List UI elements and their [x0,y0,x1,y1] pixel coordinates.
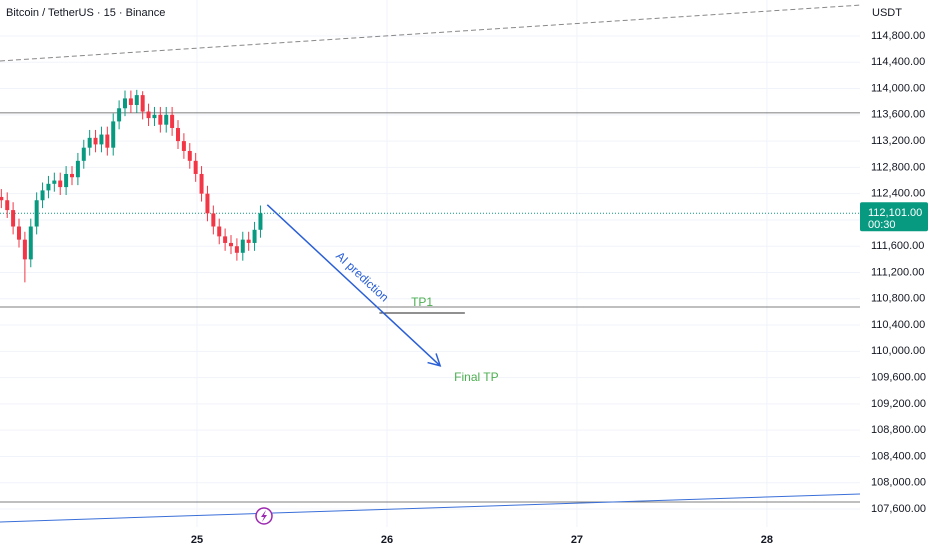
candle-body [193,160,198,174]
candle-body [40,190,45,201]
arrow-head [427,353,442,367]
candle-body [128,98,133,105]
candle-body [22,239,27,260]
candle-body [140,95,145,112]
candle-body [170,114,175,128]
candle-body [123,98,128,109]
y-tick-label: 113,200.00 [871,135,925,147]
chart-title: Bitcoin / TetherUS · 15 · Binance [6,7,165,19]
target-label: TP1 [411,295,433,309]
candle-body [16,226,21,240]
y-tick-label: 111,600.00 [871,240,924,252]
candle-body [211,213,216,227]
candle-body [99,134,104,145]
prediction-arrow [266,204,441,367]
candle-body [75,160,80,178]
current-price-label: 112,101.00 [868,207,922,219]
candle-body [81,147,86,161]
y-tick-label: 110,400.00 [871,319,925,331]
x-tick-label: 27 [571,534,583,546]
candle-body [152,114,157,119]
y-tick-label: 114,800.00 [871,30,925,42]
candle-body [105,134,110,148]
candle-body [87,137,92,148]
x-tick-label: 28 [761,534,773,546]
candle-body [0,196,4,201]
prediction-label: AI prediction [333,249,391,305]
candle-body [111,121,116,148]
candle-body [187,150,192,161]
y-tick-label: 113,600.00 [871,109,925,121]
y-axis-label: USDT [872,7,902,19]
candle-body [5,200,10,211]
candle-body [64,173,69,188]
candle-body [34,200,39,227]
y-tick-label: 108,800.00 [871,424,926,436]
current-price-box [860,202,928,232]
candle-body [199,173,204,194]
y-tick-label: 108,400.00 [871,450,926,462]
candle-body [205,193,210,214]
candle-body [46,183,51,191]
candle-body [93,137,98,145]
candle-body [134,95,139,105]
candle-body [28,226,33,260]
y-tick-label: 111,200.00 [871,266,924,278]
y-tick-label: 109,600.00 [871,372,926,384]
candle-body [240,239,245,253]
y-tick-label: 108,000.00 [871,477,926,489]
candle-body [176,127,181,142]
candle-body [258,213,263,230]
y-tick-label: 110,800.00 [871,293,925,305]
y-tick-label: 109,200.00 [871,398,926,410]
alert-icon [255,507,273,525]
candle-body [234,246,239,253]
candle-body [181,141,186,151]
candle-body [252,229,257,243]
y-tick-label: 107,600.00 [871,503,926,515]
candle-body [146,111,151,119]
y-tick-label: 112,800.00 [871,161,925,173]
x-tick-label: 25 [191,534,203,546]
candle-body [69,173,74,178]
candle-body [229,242,234,247]
trendline [0,493,861,523]
candle-body [217,226,222,237]
candle-body [58,180,63,188]
y-tick-label: 112,400.00 [871,188,925,200]
y-tick-label: 110,000.00 [871,345,925,357]
candle-body [246,239,251,243]
y-tick-label: 114,000.00 [871,82,925,94]
final-tp-label: Final TP [454,370,498,384]
candle-body [52,180,57,184]
candle-body [158,114,163,125]
candle-body [117,108,122,122]
candle-body [223,236,228,243]
current-price-countdown: 00:30 [868,219,896,231]
y-tick-label: 114,400.00 [871,56,925,68]
candle-body [11,210,16,227]
x-tick-label: 26 [381,534,393,546]
candle-body [164,114,169,125]
